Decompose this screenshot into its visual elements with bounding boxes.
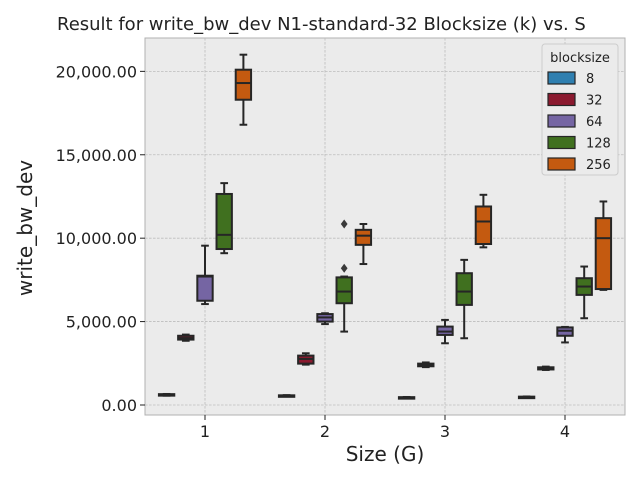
box-series — [157, 53, 613, 400]
box — [474, 205, 493, 246]
y-axis: 0.00 5,000.00 10,000.00 15,000.00 20,000.00 — [56, 62, 145, 415]
legend-swatch — [547, 135, 576, 150]
y-tick-label: 5,000.00 — [66, 313, 137, 332]
y-axis-label: write_bw_dev — [13, 160, 37, 296]
legend-label: 64 — [586, 115, 603, 130]
legend-label: 32 — [586, 94, 603, 109]
series-32 — [177, 333, 555, 371]
box — [196, 274, 214, 302]
y-tick-label: 20,000.00 — [56, 62, 137, 81]
legend-swatch — [547, 114, 576, 128]
legend-title: blocksize — [550, 51, 610, 66]
box — [594, 217, 613, 291]
box-outlier — [340, 219, 348, 229]
gridlines — [145, 38, 625, 415]
box — [354, 228, 373, 246]
x-tick-label: 1 — [200, 422, 210, 441]
legend-label: 256 — [586, 158, 611, 173]
chart-title: Result for write_bw_dev N1-standard-32 B… — [57, 14, 586, 35]
y-tick-label: 10,000.00 — [56, 229, 137, 248]
legend: blocksize 8 32 64 128 256 — [541, 43, 619, 176]
box — [234, 68, 253, 101]
y-tick-label: 0.00 — [101, 396, 137, 415]
legend-label: 8 — [586, 72, 594, 87]
x-tick-label: 3 — [440, 422, 450, 441]
legend-swatch — [547, 157, 576, 171]
box-outlier — [340, 263, 348, 273]
legend-swatch — [547, 92, 576, 107]
legend-label: 128 — [586, 137, 611, 152]
series-128 — [215, 182, 593, 340]
series-256 — [234, 53, 613, 291]
series-64 — [196, 244, 574, 345]
series-8 — [157, 392, 536, 400]
y-tick-label: 15,000.00 — [56, 146, 137, 165]
x-axis: 1 2 3 4 — [200, 415, 570, 441]
x-tick-label: 2 — [320, 422, 330, 441]
box — [215, 192, 233, 251]
box — [335, 276, 353, 305]
legend-swatch — [547, 71, 576, 85]
x-tick-label: 4 — [560, 422, 570, 441]
x-axis-label: Size (G) — [346, 442, 425, 466]
box — [455, 272, 473, 306]
